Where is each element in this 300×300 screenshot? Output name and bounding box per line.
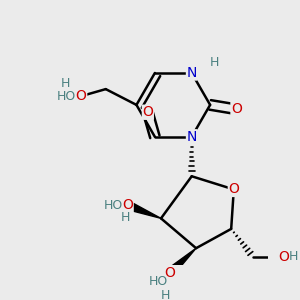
Text: HO: HO	[57, 90, 76, 103]
Polygon shape	[126, 201, 161, 218]
Text: H: H	[120, 211, 130, 224]
Text: O: O	[76, 89, 87, 103]
Text: N: N	[187, 66, 197, 80]
Text: O: O	[164, 266, 175, 280]
Text: N: N	[187, 130, 197, 144]
Text: H: H	[289, 250, 298, 263]
Text: O: O	[228, 182, 239, 197]
Text: O: O	[278, 250, 289, 264]
Text: O: O	[231, 102, 242, 116]
Text: HO: HO	[104, 199, 123, 212]
Text: H: H	[61, 77, 70, 90]
Text: H: H	[209, 56, 219, 69]
Polygon shape	[167, 248, 196, 276]
Text: HO: HO	[149, 275, 168, 288]
Text: O: O	[142, 105, 153, 119]
Text: H: H	[161, 289, 170, 300]
Text: O: O	[122, 198, 133, 212]
